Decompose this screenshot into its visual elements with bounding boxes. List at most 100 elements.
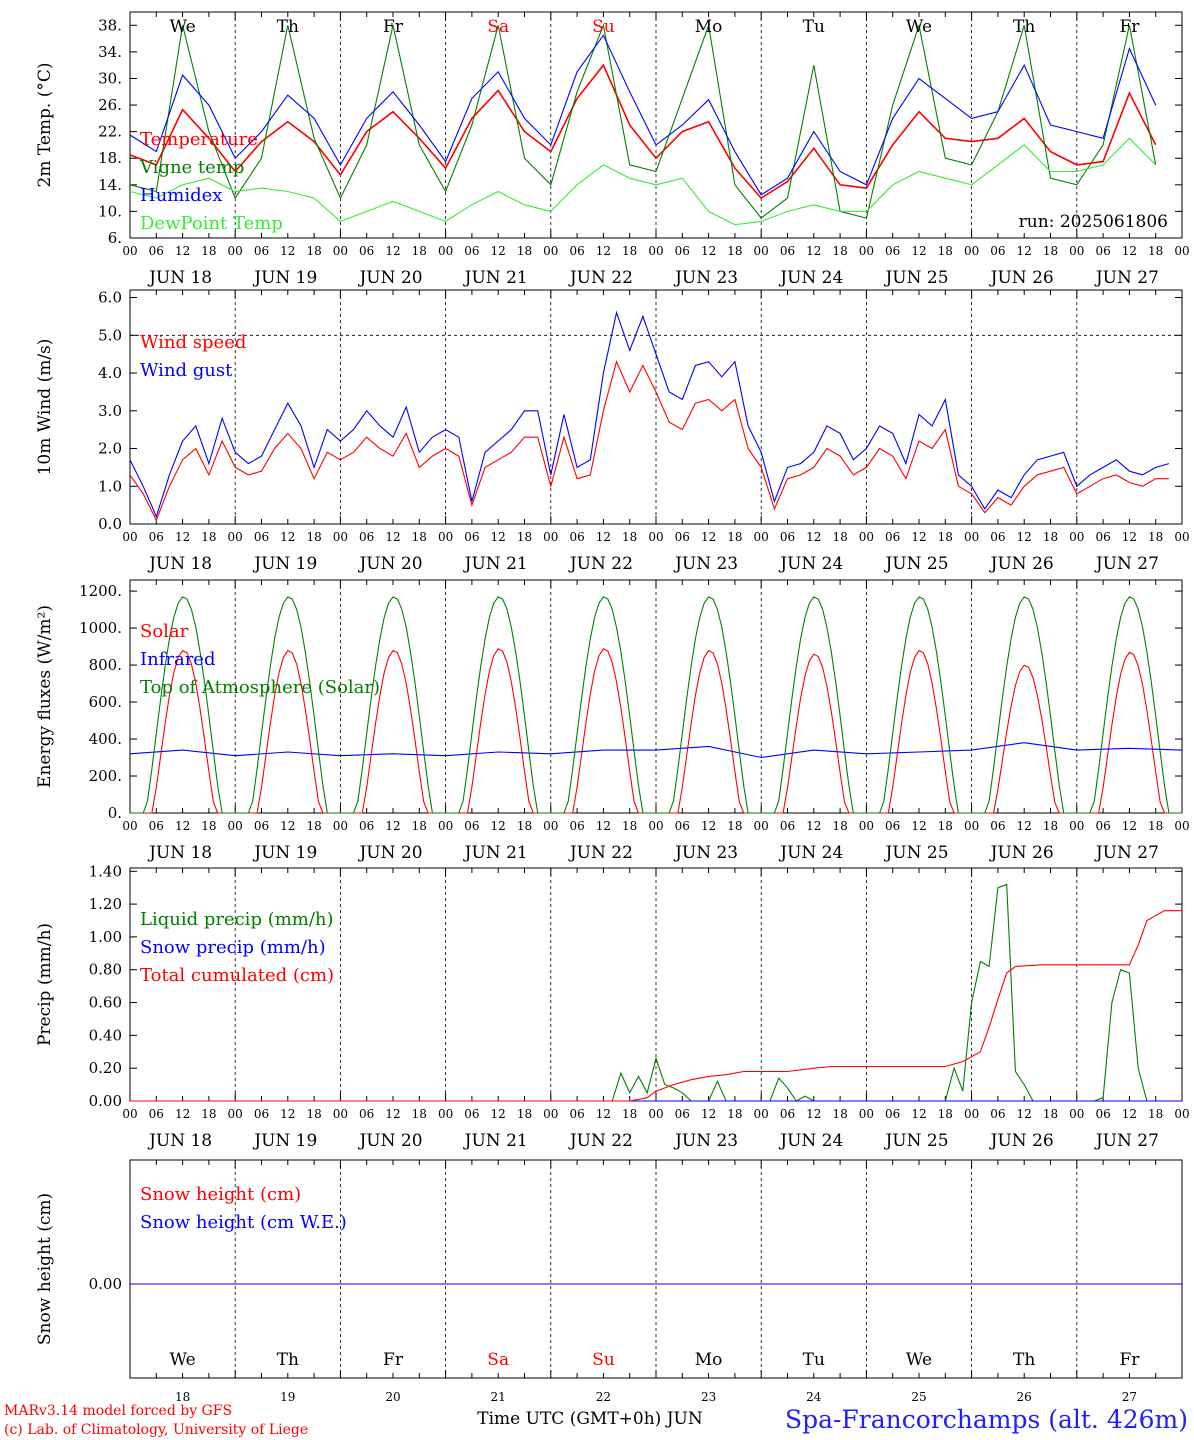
hour-label: 00: [754, 244, 769, 258]
hour-label: 12: [806, 1107, 821, 1121]
day-name: We: [170, 17, 196, 37]
legend-entry: Infrared: [140, 649, 215, 670]
date-label: JUN 25: [883, 843, 948, 863]
hour-label: 18: [938, 244, 953, 258]
day-name: Tu: [803, 1350, 825, 1370]
date-label: JUN 24: [778, 843, 843, 863]
hour-label: 18: [412, 244, 427, 258]
hour-label: 12: [596, 530, 611, 544]
hour-label: 00: [543, 530, 558, 544]
hour-label: 18: [832, 1107, 847, 1121]
hour-label: 12: [1122, 819, 1137, 833]
y-tick-label: 18.: [98, 149, 122, 167]
panel-energy: 0. 200. 400. 600. 800. 1000. 1200. Energy fluxe…: [35, 579, 1190, 863]
date-label: JUN 19: [252, 268, 317, 288]
hour-label: 06: [885, 819, 900, 833]
x-axis-title: Time UTC (GMT+0h) JUN: [477, 1409, 703, 1429]
day-name: Su: [592, 1350, 615, 1370]
hour-label: 18: [1043, 530, 1058, 544]
hour-label: 06: [254, 244, 269, 258]
hour-label: 06: [569, 244, 584, 258]
hour-label: 06: [1095, 244, 1110, 258]
hour-label: 06: [885, 1107, 900, 1121]
y-tick-label: 5.0: [98, 326, 122, 344]
hour-label: 12: [491, 244, 506, 258]
day-number: 19: [280, 1390, 295, 1404]
hour-label: 00: [122, 819, 137, 833]
hour-label: 00: [1069, 244, 1084, 258]
date-label: JUN 18: [147, 843, 212, 863]
hour-label: 18: [517, 1107, 532, 1121]
hour-label: 18: [517, 244, 532, 258]
series-vigne-temp: [129, 23, 1157, 219]
hour-label: 12: [385, 1107, 400, 1121]
day-name: Tu: [803, 17, 825, 37]
hour-label: 18: [727, 819, 742, 833]
hour-label: 18: [201, 1107, 216, 1121]
hour-label: 18: [1148, 244, 1163, 258]
day-number: 27: [1122, 1390, 1137, 1404]
date-label: JUN 20: [357, 843, 422, 863]
day-number: 24: [806, 1390, 822, 1404]
y-tick-label: 0.00: [89, 1092, 122, 1110]
hour-label: 00: [438, 1107, 453, 1121]
hour-label: 12: [806, 530, 821, 544]
credit-line-1: MARv3.14 model forced by GFS: [4, 1403, 232, 1419]
date-label: JUN 19: [252, 554, 317, 574]
legend-entry: Top of Atmosphere (Solar): [140, 677, 380, 698]
date-label: JUN 26: [989, 268, 1054, 288]
hour-label: 12: [701, 530, 716, 544]
hour-label: 18: [622, 530, 637, 544]
y-tick-label: 0.0: [98, 515, 122, 533]
hour-label: 18: [622, 819, 637, 833]
hour-label: 06: [885, 530, 900, 544]
hour-label: 18: [306, 819, 321, 833]
date-label: JUN 19: [252, 843, 317, 863]
y-axis-label: Snow height (cm): [35, 1193, 55, 1345]
hour-label: 12: [596, 244, 611, 258]
hour-label: 06: [359, 1107, 374, 1121]
hour-label: 12: [491, 1107, 506, 1121]
panel-wind: 0.0 1.0 2.0 3.0 4.0 5.0 6.0 10m Wind (m/s) Wind …: [35, 289, 1190, 574]
hour-label: 00: [543, 1107, 558, 1121]
y-tick-label: 0.00: [89, 1275, 122, 1293]
day-number: 22: [596, 1390, 611, 1404]
y-tick-label: 0.40: [89, 1026, 122, 1044]
hour-label: 06: [569, 819, 584, 833]
hour-label: 00: [333, 819, 348, 833]
legend-entry: Liquid precip (mm/h): [140, 909, 334, 930]
hour-label: 06: [464, 819, 479, 833]
legend-entry: Wind gust: [140, 360, 233, 381]
hour-label: 06: [464, 530, 479, 544]
date-label: JUN 24: [778, 1131, 843, 1151]
hour-label: 12: [1017, 244, 1032, 258]
hour-label: 06: [569, 1107, 584, 1121]
hour-label: 00: [859, 530, 874, 544]
y-axis-label: Energy fluxes (W/m²): [35, 605, 55, 788]
day-number: 25: [911, 1390, 926, 1404]
hour-label: 12: [175, 1107, 190, 1121]
date-label: JUN 21: [463, 554, 528, 574]
hour-label: 18: [201, 819, 216, 833]
series-temperature: [129, 63, 1157, 200]
hour-label: 18: [1148, 819, 1163, 833]
hour-label: 12: [491, 819, 506, 833]
hour-label: 18: [412, 819, 427, 833]
hour-label: 12: [701, 819, 716, 833]
legend-entry: Snow precip (mm/h): [140, 937, 326, 958]
hour-label: 18: [412, 1107, 427, 1121]
y-tick-label: 0.80: [89, 961, 122, 979]
y-tick-label: 6.: [108, 229, 122, 247]
hour-label: 00: [438, 244, 453, 258]
hour-label: 00: [648, 819, 663, 833]
day-number: 26: [1017, 1390, 1032, 1404]
y-tick-label: 4.0: [98, 364, 122, 382]
hour-label: 12: [385, 819, 400, 833]
hour-label: 00: [333, 530, 348, 544]
y-tick-label: 26.: [98, 96, 122, 114]
legend-entry: Total cumulated (cm): [140, 965, 334, 986]
hour-label: 18: [832, 244, 847, 258]
hour-label: 00: [543, 244, 558, 258]
hour-label: 06: [1095, 530, 1110, 544]
hour-label: 18: [306, 530, 321, 544]
